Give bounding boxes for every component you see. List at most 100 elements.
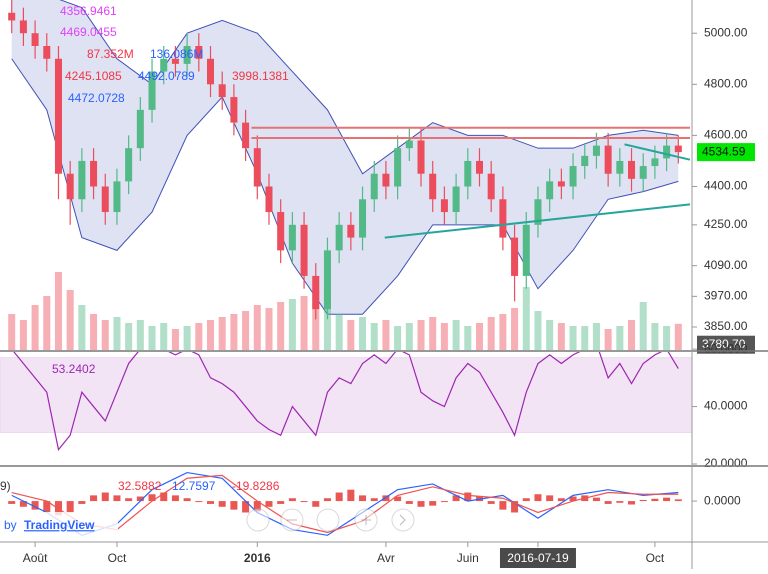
macd-histogram-bar	[195, 501, 203, 503]
volume-bar	[557, 323, 565, 350]
candle-body	[242, 122, 250, 149]
volume-bar	[499, 314, 507, 350]
candle-body	[569, 166, 577, 187]
macd-histogram-bar	[639, 499, 647, 502]
volume-bar	[347, 320, 355, 350]
candle-body	[300, 224, 308, 276]
macd-legend-value: 32.5882	[118, 479, 162, 493]
volume-bar	[125, 323, 133, 350]
macd-label-fragment: 9)	[0, 479, 11, 493]
macd-pane	[8, 471, 682, 536]
volume-bar	[534, 311, 542, 350]
macd-histogram-bar	[382, 495, 390, 502]
volume-bar	[569, 326, 577, 350]
rsi-band	[0, 357, 692, 433]
volume-bar	[300, 296, 308, 350]
candle-body	[136, 109, 144, 149]
candle-body	[522, 224, 530, 276]
candle-body	[405, 140, 413, 149]
macd-legend-value: 12.7597	[172, 479, 216, 493]
macd-histogram-bar	[359, 495, 367, 502]
volume-bar	[8, 314, 16, 350]
volume-bar	[288, 299, 296, 350]
macd-histogram-bar	[265, 501, 273, 507]
scroll-button[interactable]	[391, 508, 415, 532]
macd-histogram-bar	[230, 501, 238, 510]
candle-body	[78, 160, 86, 200]
rsi-y-tick-label: 40.0000	[704, 399, 748, 413]
macd-histogram-bar	[323, 498, 331, 502]
macd-histogram-bar	[429, 501, 437, 506]
macd-histogram-bar	[674, 499, 682, 502]
candle-body	[487, 173, 495, 200]
volume-bar	[592, 323, 600, 350]
candle-body	[452, 186, 460, 213]
macd-histogram-bar	[569, 496, 577, 502]
volume-bar	[195, 323, 203, 350]
bollinger-line	[59, 0, 679, 175]
candle-body	[288, 224, 296, 251]
macd-histogram-bar	[207, 501, 215, 504]
macd-histogram-bar	[19, 501, 27, 507]
volume-bar	[487, 317, 495, 350]
candle-body	[8, 12, 16, 21]
y-tick-label: 4400.00	[704, 179, 748, 193]
macd-histogram-bar	[101, 492, 109, 502]
volume-bar	[207, 320, 215, 350]
volume-bar	[90, 314, 98, 350]
zoom-button[interactable]	[246, 508, 270, 532]
macd-histogram-bar	[534, 494, 542, 502]
legend-value: 4472.0728	[68, 91, 125, 105]
volume-bar	[405, 323, 413, 350]
volume-bar	[663, 326, 671, 350]
candle-body	[440, 199, 448, 213]
macd-histogram-bar	[43, 501, 51, 513]
candle-body	[54, 58, 62, 174]
macd-histogram-bar	[312, 501, 320, 507]
macd-legend-value: -19.8286	[232, 479, 280, 493]
candle-body	[534, 199, 542, 225]
candle-body	[195, 45, 203, 59]
macd-histogram-bar	[628, 501, 636, 505]
x-tick-label: Oct	[108, 551, 127, 565]
y-tick-label: 4600.00	[704, 128, 748, 142]
macd-histogram-bar	[511, 501, 519, 513]
macd-histogram-bar	[616, 501, 624, 503]
volume-bar	[183, 326, 191, 350]
candle-body	[464, 160, 472, 187]
rsi-y-tick-label: 20.0000	[704, 456, 748, 470]
rsi-y-tick-label: 60.0000	[704, 341, 748, 355]
volume-bar	[113, 317, 121, 350]
candle-body	[101, 186, 109, 213]
y-tick-label: 5000.00	[704, 25, 748, 39]
macd-y-tick-label: 0.0000	[704, 493, 741, 507]
volume-bar	[66, 290, 74, 350]
macd-histogram-bar	[347, 489, 355, 502]
macd-histogram-bar	[487, 501, 495, 504]
volume-bar	[417, 320, 425, 350]
candle-body	[651, 158, 659, 167]
price-label: 3780.70	[702, 337, 746, 351]
trend-line	[624, 143, 691, 161]
rsi-legend-value: 53.2402	[52, 362, 96, 376]
candle-body	[19, 20, 27, 34]
candle-body	[230, 97, 238, 123]
candle-body	[499, 199, 507, 238]
volume-bar	[101, 320, 109, 350]
macd-histogram-bar	[651, 498, 659, 502]
last-price-label: 4534.59	[702, 144, 746, 158]
reset-button[interactable]	[316, 508, 340, 532]
volume-bar	[323, 293, 331, 350]
button-icons	[287, 514, 406, 526]
candle-body	[90, 160, 98, 187]
candle-body	[277, 212, 285, 251]
candle-body	[207, 58, 215, 85]
x-tick-label: 2016	[244, 551, 271, 565]
volume-bar	[31, 305, 39, 350]
volume-bar	[335, 314, 343, 350]
macd-histogram-bar	[78, 501, 86, 504]
volume-bar	[628, 320, 636, 350]
candle-body	[148, 71, 156, 110]
branding-name[interactable]: TradingView	[24, 518, 95, 532]
macd-histogram-bar	[90, 495, 98, 502]
